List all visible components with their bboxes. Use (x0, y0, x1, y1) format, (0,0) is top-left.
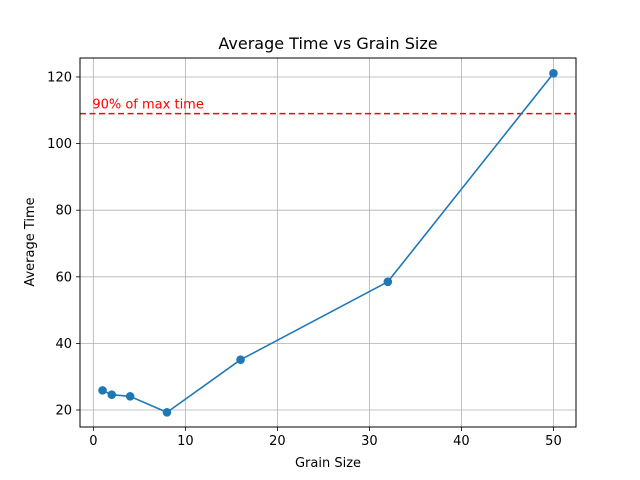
x-tick-label: 40 (453, 434, 470, 449)
x-axis-label: Grain Size (295, 456, 361, 471)
chart-title: Average Time vs Grain Size (218, 34, 437, 53)
data-point (236, 355, 245, 365)
x-tick-label: 10 (177, 434, 194, 449)
data-point (107, 390, 117, 399)
y-tick-label: 100 (47, 137, 72, 152)
y-axis-label: Average Time (23, 197, 38, 286)
data-point (383, 277, 393, 287)
y-tick-label: 20 (55, 404, 72, 419)
y-tick-label: 80 (55, 204, 72, 219)
x-tick-label: 0 (89, 434, 97, 449)
x-tick-label: 30 (361, 434, 378, 449)
plot-frame (79, 57, 577, 428)
series-layer (98, 69, 558, 417)
data-point (162, 408, 172, 417)
y-tick-label: 120 (47, 70, 72, 85)
tick-layer: 0 10 20 30 40 50 20 40 60 80 100 120 (47, 70, 562, 449)
data-point (98, 386, 107, 395)
y-tick-label: 40 (55, 337, 72, 352)
reference-line-label: 90% of max time (92, 98, 204, 113)
data-point (125, 392, 135, 401)
data-point (549, 69, 558, 78)
y-tick-label: 60 (55, 270, 72, 285)
x-tick-label: 20 (269, 434, 286, 449)
x-tick-label: 50 (545, 434, 562, 449)
